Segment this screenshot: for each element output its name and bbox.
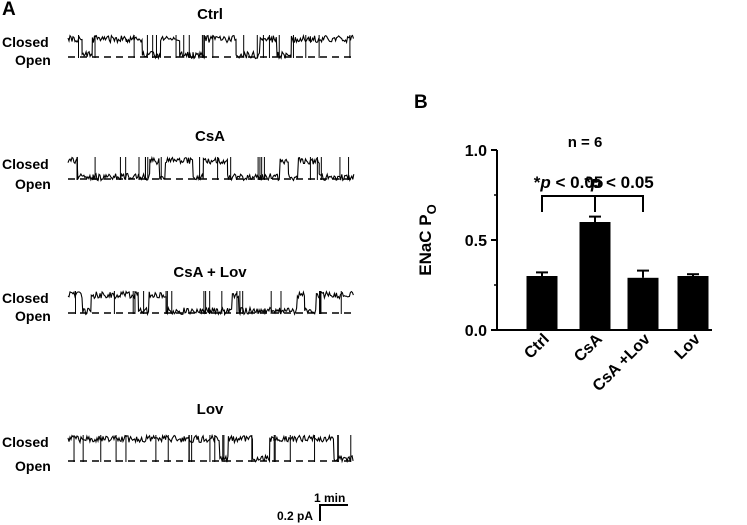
panel-b-label: B bbox=[414, 92, 428, 113]
scale-bar-time-label: 1 min bbox=[314, 491, 346, 505]
y-axis-title-subscript: O bbox=[424, 204, 439, 214]
x-tick-label: CsA bbox=[571, 330, 606, 365]
closed-label-csa: Closed bbox=[2, 156, 49, 172]
trace-title-csa: CsA bbox=[194, 128, 225, 145]
closed-label-lov: Closed bbox=[2, 434, 49, 450]
single-channel-trace-csa-lov bbox=[67, 290, 354, 317]
closed-label-ctrl: Closed bbox=[2, 34, 49, 50]
single-channel-trace-csa bbox=[67, 155, 355, 182]
current-trace-line bbox=[67, 155, 355, 182]
open-label-csa: Open bbox=[15, 176, 51, 192]
current-trace-line bbox=[67, 33, 355, 61]
bar bbox=[677, 276, 709, 330]
significance-label: *p < 0.05 bbox=[534, 173, 603, 192]
single-channel-trace-lov bbox=[67, 433, 354, 464]
bar bbox=[526, 276, 558, 330]
significance-bracket bbox=[541, 195, 596, 212]
significance-label: *p < 0.05 bbox=[584, 173, 653, 192]
scale-bar-current-label: 0.2 pA bbox=[277, 509, 314, 523]
panel-a-label: A bbox=[2, 0, 16, 20]
y-axis-title-text: ENaC P bbox=[416, 214, 435, 275]
trace-title-csa-lov: CsA + Lov bbox=[173, 264, 247, 281]
current-trace-line bbox=[67, 433, 354, 464]
bar bbox=[627, 277, 659, 330]
y-tick-label: 0.0 bbox=[465, 323, 487, 340]
x-tick-label: Ctrl bbox=[521, 331, 553, 363]
open-label-lov: Open bbox=[15, 458, 51, 474]
single-channel-trace-ctrl bbox=[67, 33, 355, 61]
scale-bar bbox=[319, 504, 348, 521]
closed-label-csa-lov: Closed bbox=[2, 290, 49, 306]
y-tick-label: 0.5 bbox=[465, 233, 487, 250]
significance-bracket bbox=[594, 195, 644, 212]
y-tick-label: 1.0 bbox=[465, 143, 487, 160]
trace-title-ctrl: Ctrl bbox=[197, 6, 223, 23]
current-trace-line bbox=[67, 290, 354, 317]
bar bbox=[579, 222, 611, 330]
x-tick-label: Lov bbox=[672, 331, 704, 363]
n-label: n = 6 bbox=[568, 134, 603, 151]
open-label-ctrl: Open bbox=[15, 52, 51, 68]
open-label-csa-lov: Open bbox=[15, 308, 51, 324]
trace-title-lov: Lov bbox=[196, 401, 224, 418]
y-axis-title: ENaC PO bbox=[416, 204, 439, 276]
